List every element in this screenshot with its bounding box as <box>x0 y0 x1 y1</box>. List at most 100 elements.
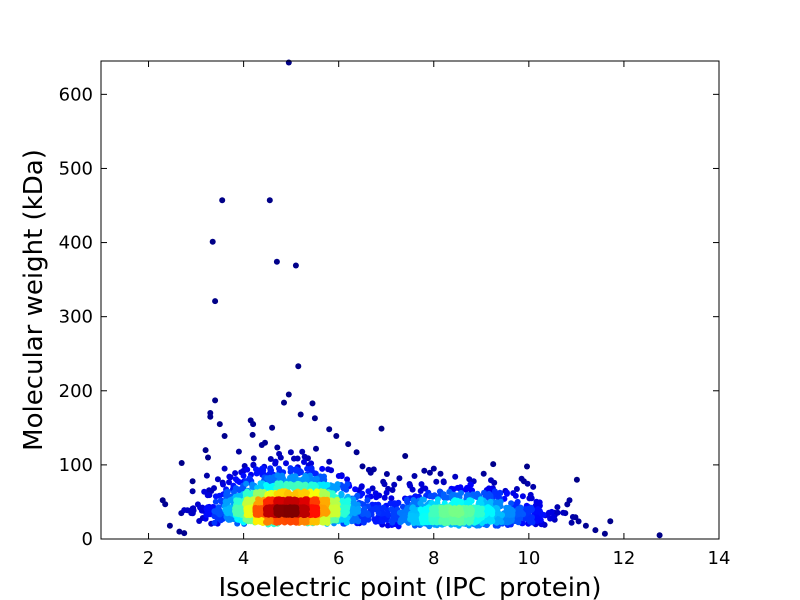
data-point <box>392 500 398 507</box>
data-point <box>288 475 295 482</box>
data-point <box>220 481 226 488</box>
data-point <box>236 497 243 504</box>
data-point <box>524 480 531 487</box>
data-point <box>269 424 276 431</box>
data-point <box>189 478 196 485</box>
data-point <box>451 497 458 504</box>
data-point <box>353 515 360 522</box>
data-point <box>359 509 366 516</box>
data-point <box>321 476 328 483</box>
data-point <box>475 511 482 518</box>
data-point <box>292 509 299 516</box>
data-point <box>475 517 482 524</box>
data-point <box>162 501 169 508</box>
data-point <box>211 508 218 515</box>
data-point <box>568 519 575 526</box>
data-point <box>437 470 444 477</box>
data-point <box>291 455 297 462</box>
data-point <box>515 506 522 512</box>
data-point <box>321 517 328 524</box>
data-point <box>426 469 433 476</box>
data-point <box>184 507 191 514</box>
x-tick-label: 6 <box>333 548 344 569</box>
data-point <box>232 470 239 477</box>
data-point <box>421 467 428 474</box>
data-point <box>388 495 395 502</box>
data-point <box>246 508 253 515</box>
data-point <box>524 463 530 470</box>
data-point <box>281 399 287 406</box>
data-point <box>430 465 437 472</box>
data-point <box>417 488 424 494</box>
y-tick-label: 100 <box>59 455 93 476</box>
data-point <box>206 492 213 499</box>
data-point <box>396 475 403 482</box>
data-point <box>211 519 218 526</box>
data-point <box>601 530 608 537</box>
data-point <box>216 509 223 516</box>
data-point <box>592 527 599 534</box>
data-point <box>504 506 511 513</box>
data-point <box>509 510 516 517</box>
data-point <box>289 498 296 505</box>
data-point <box>487 492 494 499</box>
data-point <box>378 518 385 525</box>
data-point <box>267 465 274 472</box>
data-point <box>250 421 257 428</box>
x-axis-ticks: 2 4 6 8 10 12 14 <box>143 61 730 569</box>
x-tick-label: 10 <box>517 548 540 569</box>
data-point <box>266 517 273 524</box>
data-point <box>209 238 216 245</box>
data-point <box>273 490 280 497</box>
data-point <box>462 486 469 493</box>
data-point <box>221 433 228 439</box>
data-point <box>272 458 279 465</box>
data-point <box>351 510 358 517</box>
data-point <box>554 504 561 511</box>
data-point <box>550 513 557 520</box>
data-point <box>283 480 290 487</box>
data-point <box>520 511 527 518</box>
data-point <box>430 504 437 511</box>
data-point <box>226 473 233 480</box>
data-point <box>233 510 240 517</box>
data-point <box>503 490 510 497</box>
data-point <box>303 475 310 482</box>
data-point <box>273 496 280 503</box>
data-point <box>433 478 440 485</box>
data-point <box>287 508 294 514</box>
data-point <box>403 506 410 513</box>
data-point <box>211 485 217 492</box>
data-point <box>216 421 223 428</box>
data-point <box>467 481 474 488</box>
data-point <box>490 461 497 468</box>
data-point <box>497 490 504 497</box>
data-point <box>421 519 428 526</box>
data-point <box>383 471 390 477</box>
data-point <box>378 425 385 432</box>
data-point <box>202 447 209 454</box>
data-point <box>285 391 292 398</box>
data-point <box>457 484 464 491</box>
data-point <box>207 413 214 420</box>
data-point <box>273 258 280 265</box>
data-point <box>235 448 242 455</box>
data-point <box>231 489 237 496</box>
data-point <box>325 466 332 473</box>
y-axis-label: Molecular weight (kDa) <box>19 149 49 451</box>
data-point <box>534 518 541 524</box>
data-point <box>214 476 221 483</box>
data-point <box>359 463 366 470</box>
data-point <box>433 517 440 524</box>
data-point <box>249 431 256 438</box>
data-point <box>285 59 292 66</box>
data-point <box>215 504 222 511</box>
data-point <box>440 478 447 485</box>
data-point <box>569 514 576 520</box>
data-point <box>494 505 500 512</box>
data-point <box>320 488 327 495</box>
data-point <box>343 519 350 526</box>
data-point <box>217 497 224 504</box>
data-point <box>250 461 257 468</box>
